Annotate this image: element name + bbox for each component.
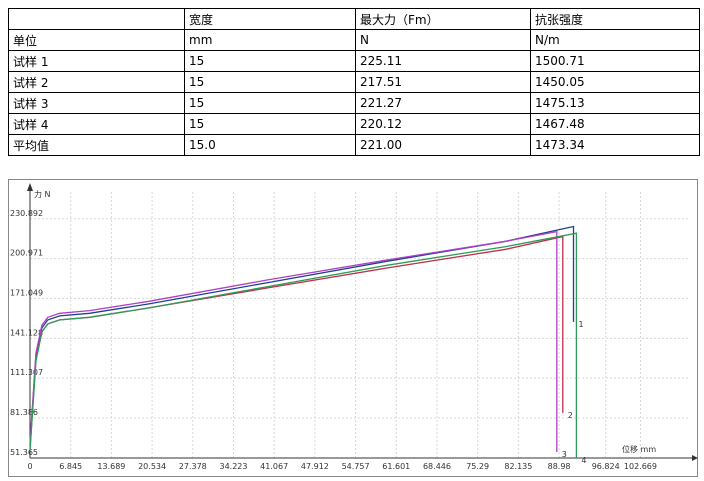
row: 试样 4 15 220.12 1467.48: [8, 113, 700, 135]
cell: mm: [184, 29, 356, 51]
x-tick-label: 88.98: [548, 462, 571, 471]
cell: 15.0: [184, 134, 356, 156]
y-tick-label: 141.128: [10, 328, 43, 337]
x-tick-label: 75.29: [466, 462, 489, 471]
x-tick-label: 47.912: [301, 462, 329, 471]
cell: 试样 1: [8, 50, 185, 72]
header-row: 宽度 最大力（Fm） 抗张强度: [8, 8, 700, 30]
series-label: 4: [581, 456, 586, 465]
x-tick-label: 13.689: [97, 462, 125, 471]
y-axis-label: 力 N: [34, 189, 51, 199]
x-arrow: [692, 455, 698, 461]
cell: 1473.34: [530, 134, 700, 156]
y-tick-label: 230.892: [10, 209, 43, 218]
row: 试样 3 15 221.27 1475.13: [8, 92, 700, 114]
cell: N/m: [530, 29, 700, 51]
y-tick-label: 51.365: [10, 448, 38, 457]
series-label: 3: [562, 450, 567, 459]
x-tick-label: 82.135: [504, 462, 532, 471]
cell: 15: [184, 92, 356, 114]
x-tick-label: 20.534: [138, 462, 166, 471]
cell: 225.11: [355, 50, 531, 72]
cell: 221.27: [355, 92, 531, 114]
x-tick-label: 27.378: [179, 462, 207, 471]
y-tick-label: 81.386: [10, 408, 38, 417]
y-tick-label: 171.049: [10, 289, 43, 298]
cell: 1450.05: [530, 71, 700, 93]
series-label: 1: [578, 320, 583, 329]
y-tick-label: 111.307: [10, 368, 43, 377]
cell: [8, 8, 185, 30]
chart-frame: [8, 179, 698, 477]
y-arrow: [27, 183, 33, 191]
cell: 单位: [8, 29, 185, 51]
x-tick-label: 96.824: [592, 462, 620, 471]
row: 试样 1 15 225.11 1500.71: [8, 50, 700, 72]
row: 平均值 15.0 221.00 1473.34: [8, 134, 700, 156]
result-table: 宽度 最大力（Fm） 抗张强度 单位 mm N N/m 试样 1 15 225.11 1500.71…: [8, 8, 700, 156]
cell: 平均值: [8, 134, 185, 156]
row: 试样 2 15 217.51 1450.05: [8, 71, 700, 93]
cell: 221.00: [355, 134, 531, 156]
x-axis-label: 位移 mm: [622, 444, 656, 454]
cell: 217.51: [355, 71, 531, 93]
cell: 220.12: [355, 113, 531, 135]
series-label: 2: [568, 411, 573, 420]
cell: 最大力（Fm）: [355, 8, 531, 30]
chart: 51.365 81.386 111.307 141.128 171.049 200.971…: [8, 179, 698, 477]
x-tick-label: 68.446: [423, 462, 451, 471]
x-tick-label: 34.223: [219, 462, 247, 471]
y-tick-label: 200.971: [10, 249, 43, 258]
x-tick-label: 0: [27, 462, 32, 471]
cell: 1500.71: [530, 50, 700, 72]
cell: 试样 2: [8, 71, 185, 93]
cell: 15: [184, 50, 356, 72]
x-tick-label: 41.067: [260, 462, 288, 471]
cell: 抗张强度: [530, 8, 700, 30]
cell: 1475.13: [530, 92, 700, 114]
row: 单位 mm N N/m: [8, 29, 700, 51]
cell: 试样 3: [8, 92, 185, 114]
x-tick-label: 61.601: [382, 462, 410, 471]
x-tick-label: 102.669: [624, 462, 657, 471]
cell: 15: [184, 71, 356, 93]
x-tick-label: 6.845: [59, 462, 82, 471]
cell: 宽度: [184, 8, 356, 30]
cell: N: [355, 29, 531, 51]
cell: 15: [184, 113, 356, 135]
series-line: [29, 230, 558, 452]
cell: 试样 4: [8, 113, 185, 135]
cell: 1467.48: [530, 113, 700, 135]
series-line: [29, 232, 578, 458]
x-tick-label: 54.757: [342, 462, 370, 471]
